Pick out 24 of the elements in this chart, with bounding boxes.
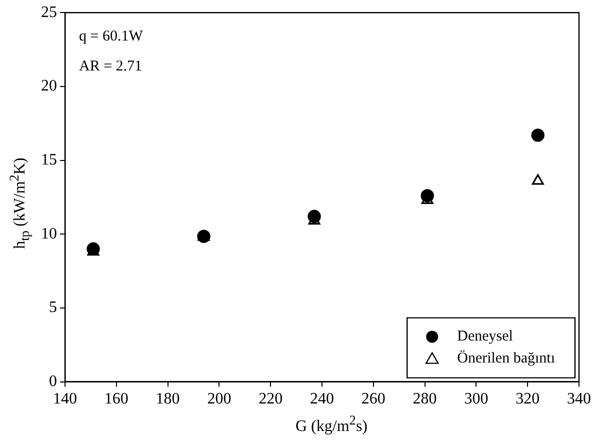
x-tick-label: 300	[464, 390, 488, 408]
y-tick-label: 25	[41, 4, 57, 21]
legend-label: Deneysel	[457, 328, 513, 345]
x-tick-label: 320	[516, 390, 540, 408]
x-tick-label: 180	[156, 390, 180, 408]
x-tick-label: 260	[361, 390, 386, 408]
x-axis-title: G (kg/m$^{2}$s)	[295, 412, 368, 435]
x-tick-label: 220	[258, 390, 283, 408]
x-tick-label: 240	[310, 390, 334, 408]
x-tick-label: 160	[104, 390, 128, 408]
x-tick-label: 280	[412, 390, 437, 408]
point	[531, 128, 544, 142]
x-tick-label: 200	[207, 390, 232, 408]
y-tick-label: 20	[41, 78, 57, 95]
y-tick-label: 15	[41, 151, 57, 168]
y-tick-label: 0	[49, 373, 57, 390]
y-tick-label: 10	[41, 225, 57, 242]
y-tick-label: 5	[49, 299, 57, 316]
annotation: q = 60.1W	[79, 28, 144, 45]
x-tick-label: 140	[53, 390, 77, 408]
x-tick-label: 340	[567, 390, 591, 408]
legend-label: Önerilen bağıntı	[457, 350, 555, 367]
point	[532, 174, 544, 185]
annotation: AR = 2.71	[79, 58, 142, 75]
